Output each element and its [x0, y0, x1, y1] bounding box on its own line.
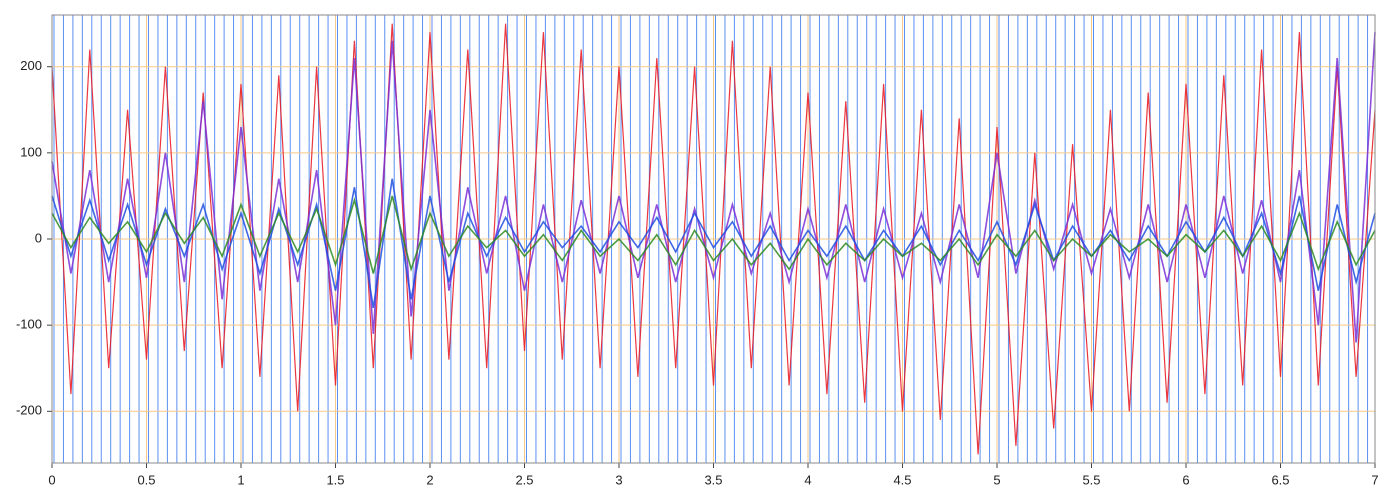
x-tick-label: 4: [804, 472, 811, 487]
series-line: [51, 178, 1376, 309]
y-tick-label: -100: [16, 317, 42, 332]
y-tick-label: 100: [20, 144, 42, 159]
x-tick-label: 0: [48, 472, 55, 487]
series-line: [51, 32, 1376, 343]
x-tick-label: 5.5: [1082, 472, 1100, 487]
plot-frame: [51, 14, 1376, 464]
y-tick-label: -200: [16, 403, 42, 418]
x-tick-label: 2.5: [515, 472, 533, 487]
x-tick-label: 3.5: [704, 472, 722, 487]
x-tick-label: 7: [1371, 472, 1378, 487]
series-line: [51, 195, 1376, 274]
y-tick-label: 0: [35, 230, 42, 245]
x-tick-label: 3: [615, 472, 622, 487]
y-tick-label: 200: [20, 58, 42, 73]
x-tick-label: 2: [426, 472, 433, 487]
x-tick-label: 4.5: [893, 472, 911, 487]
x-tick-label: 6: [1182, 472, 1189, 487]
x-tick-label: 6.5: [1271, 472, 1289, 487]
x-tick-label: 1.5: [326, 472, 344, 487]
x-tick-label: 0.5: [137, 472, 155, 487]
series-line: [51, 23, 1376, 455]
x-tick-label: 5: [993, 472, 1000, 487]
x-tick-label: 1: [237, 472, 244, 487]
